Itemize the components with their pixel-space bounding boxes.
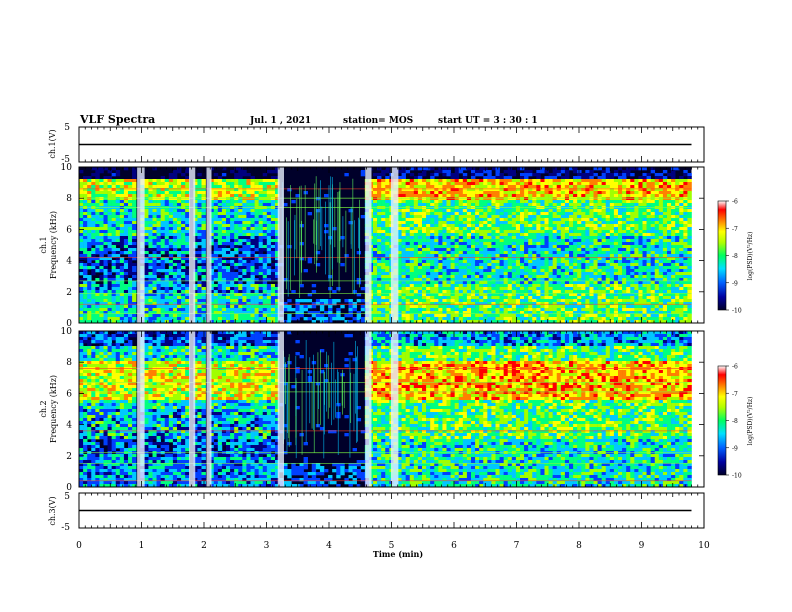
figure-title: VLF Spectra <box>79 113 155 126</box>
time-tick-label: 0 <box>76 541 82 551</box>
ch2-colorbar <box>717 365 727 476</box>
frequency-tick-label: 10 <box>61 163 73 173</box>
ch1-colorbar-tick-labels: -6 -7 -8 -9 -10 <box>726 199 742 315</box>
colorbar-tick-label: -10 <box>732 308 742 315</box>
frequency-tick-label: 0 <box>66 483 72 493</box>
ch1-ytick-bottom: -5 <box>61 155 70 165</box>
ch2-frequency-tick-labels: 0 2 4 6 8 10 <box>61 327 73 493</box>
time-tick-label: 5 <box>389 541 395 551</box>
ch3-waveform-panel: 5 -5 ch.3(V) <box>48 492 705 533</box>
colorbar-tick-label: -10 <box>732 473 742 480</box>
start-ut-label: start UT = 3 : 30 : 1 <box>438 116 538 126</box>
colorbar-tick-label: -6 <box>732 199 738 206</box>
ch1-spectrogram-heatmap <box>79 167 692 324</box>
ch2-spectrogram-heatmap <box>79 331 692 488</box>
frequency-tick-label: 0 <box>66 319 72 329</box>
colorbar-tick-label: -8 <box>732 253 738 260</box>
ch2-ylabel-channel: ch.2 <box>39 400 48 417</box>
ch2-colorbar-label: log(PSD)(V²/Hz) <box>747 397 754 446</box>
frequency-tick-label: 6 <box>66 225 72 235</box>
colorbar-tick-label: -9 <box>732 280 738 287</box>
frequency-tick-label: 8 <box>66 194 72 204</box>
ch1-ylabel-frequency: Frequency (kHz) <box>49 211 58 279</box>
colorbar-tick-label: -6 <box>732 364 738 371</box>
frequency-tick-label: 10 <box>61 327 73 337</box>
frequency-tick-label: 4 <box>66 421 72 431</box>
ch3-waveform-ticks <box>78 493 705 528</box>
time-tick-label: 10 <box>698 541 710 551</box>
time-tick-label: 8 <box>576 541 582 551</box>
date-label: Jul. 1 , 2021 <box>249 116 311 126</box>
frequency-tick-label: 8 <box>66 358 72 368</box>
time-tick-label: 7 <box>514 541 520 551</box>
time-tick-label: 2 <box>201 541 207 551</box>
ch3-ytick-top: 5 <box>64 492 70 502</box>
time-axis-tick-labels: 0 1 2 3 4 5 6 7 8 9 10 <box>76 541 710 551</box>
ch1-ylabel: ch.1(V) <box>48 129 57 158</box>
colorbar-tick-label: -9 <box>732 445 738 452</box>
ch1-colorbar <box>717 200 727 311</box>
time-tick-label: 1 <box>139 541 145 551</box>
ch3-ylabel: ch.3(V) <box>48 496 57 525</box>
colorbar-tick-label: -7 <box>732 226 738 233</box>
ch1-waveform-ticks <box>78 127 705 162</box>
station-label: station= MOS <box>343 116 413 126</box>
colorbar-tick-label: -7 <box>732 391 738 398</box>
time-tick-label: 6 <box>451 541 457 551</box>
time-tick-label: 3 <box>264 541 270 551</box>
colorbar-tick-label: -8 <box>732 418 738 425</box>
time-tick-label: 4 <box>326 541 332 551</box>
ch1-spectrogram-panel: 0 2 4 6 8 10 ch.1 Frequency (kHz) -6 -7 -8 -9 -10… <box>39 163 754 329</box>
frequency-tick-label: 6 <box>66 389 72 399</box>
frequency-tick-label: 2 <box>66 288 72 298</box>
ch1-ytick-top: 5 <box>64 123 70 133</box>
ch1-colorbar-label: log(PSD)(V²/Hz) <box>747 232 754 281</box>
ch2-colorbar-tick-labels: -6 -7 -8 -9 -10 <box>726 364 742 480</box>
ch2-ylabel-frequency: Frequency (kHz) <box>49 375 58 443</box>
ch1-frequency-tick-labels: 0 2 4 6 8 10 <box>61 163 73 329</box>
ch3-ytick-bottom: -5 <box>61 523 70 533</box>
time-axis-label: Time (min) <box>373 549 423 559</box>
ch1-spectrogram-ticks <box>78 166 705 324</box>
ch2-spectrogram-ticks <box>78 330 705 488</box>
ch2-spectrogram-panel: 0 2 4 6 8 10 ch.2 Frequency (kHz) -6 -7 -8 -9 -10… <box>39 327 754 493</box>
ch1-ylabel-channel: ch.1 <box>39 236 48 253</box>
time-tick-label: 9 <box>639 541 645 551</box>
frequency-tick-label: 4 <box>66 257 72 267</box>
frequency-tick-label: 2 <box>66 452 72 462</box>
ch1-waveform-panel: 5 -5 ch.1(V) <box>48 123 705 165</box>
